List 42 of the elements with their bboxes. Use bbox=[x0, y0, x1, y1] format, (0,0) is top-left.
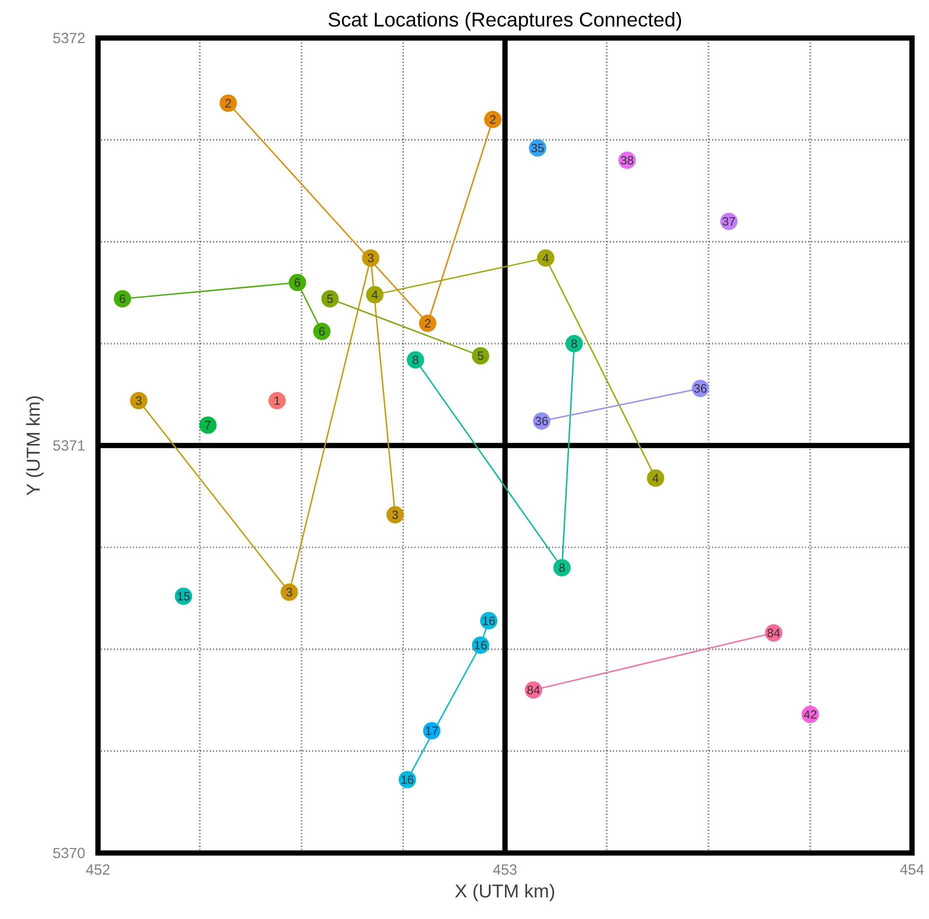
series-label: 38 bbox=[620, 156, 634, 164]
chart-title: Scat Locations (Recaptures Connected) bbox=[328, 12, 682, 31]
text: 16 bbox=[474, 640, 487, 650]
text: 2 bbox=[424, 319, 430, 328]
text: 16 bbox=[482, 616, 495, 625]
series-label: 36 bbox=[694, 384, 707, 393]
series-label: 84 bbox=[527, 686, 540, 694]
text: 8 bbox=[571, 339, 578, 348]
x-tick-label: 452 bbox=[86, 864, 110, 875]
series-label: 15 bbox=[178, 592, 190, 600]
text: 84 bbox=[767, 628, 780, 638]
text: 4 bbox=[652, 474, 659, 482]
series-label: 7 bbox=[205, 420, 211, 430]
x-tick-label: 453 bbox=[493, 864, 517, 875]
series-label: 4 bbox=[542, 254, 549, 262]
series-label: 8 bbox=[559, 563, 565, 572]
text: 36 bbox=[535, 416, 548, 426]
text: 6 bbox=[319, 327, 325, 336]
x-tick-label: 454 bbox=[900, 864, 924, 875]
text: 3 bbox=[368, 254, 374, 262]
series-label: 35 bbox=[531, 144, 544, 152]
y-tick-label: 5372 bbox=[53, 32, 85, 44]
text: 5 bbox=[327, 294, 333, 303]
y-tick-label: 5371 bbox=[53, 440, 85, 451]
text: 8 bbox=[412, 356, 418, 364]
text: 4 bbox=[372, 290, 378, 299]
text: 2 bbox=[226, 98, 231, 108]
series-label: 5 bbox=[478, 352, 484, 360]
series-label: 37 bbox=[722, 217, 735, 226]
series-label: 3 bbox=[286, 588, 292, 596]
series-label: 16 bbox=[402, 775, 414, 784]
series-label: 1 bbox=[274, 396, 280, 405]
series-label: 42 bbox=[804, 710, 816, 719]
y-tick-label: 5370 bbox=[53, 848, 85, 858]
series-label: 17 bbox=[426, 726, 438, 735]
series-label: 2 bbox=[490, 115, 496, 124]
text: 3 bbox=[392, 510, 398, 520]
y-axis-title: Y (UTM km) bbox=[26, 396, 44, 496]
x-axis-title: X (UTM km) bbox=[455, 884, 554, 902]
series-label: 6 bbox=[120, 294, 126, 304]
text: 6 bbox=[294, 278, 300, 287]
text: 3 bbox=[136, 396, 142, 405]
